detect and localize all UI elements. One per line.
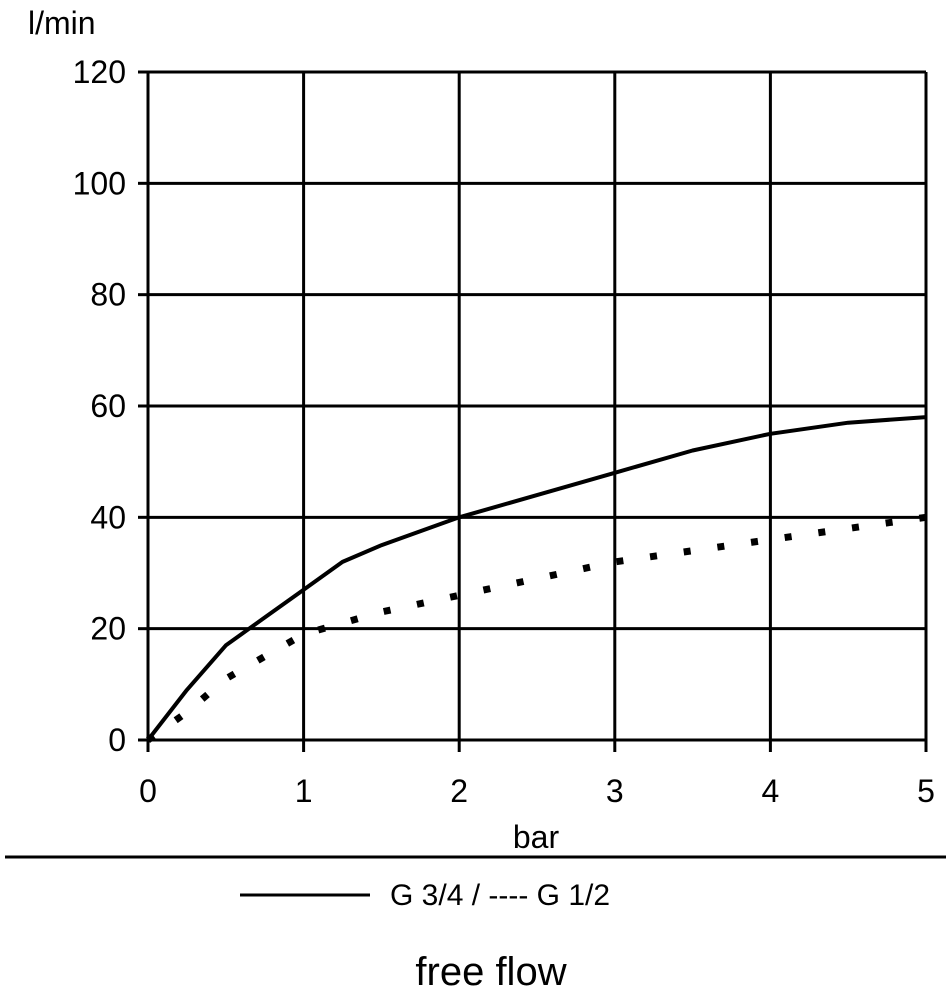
- y-tick-label: 0: [108, 722, 126, 758]
- y-tick-label: 60: [90, 388, 126, 424]
- series-line-g-3-4: [146, 415, 927, 742]
- grid: [148, 70, 928, 740]
- y-tick-labels: 0 20 40 60 80 100 120: [73, 54, 126, 758]
- x-tick-labels: 0 1 2 3 4 5: [139, 773, 935, 809]
- y-tick-label: 20: [90, 611, 126, 647]
- x-tick-label: 2: [450, 773, 468, 809]
- y-tick-label: 120: [73, 54, 126, 90]
- y-axis-title: l/min: [28, 5, 96, 41]
- y-tick-label: 80: [90, 277, 126, 313]
- x-tick-label: 3: [606, 773, 624, 809]
- legend-text: G 3/4 / ---- G 1/2: [390, 879, 610, 912]
- caption: free flow: [415, 950, 566, 992]
- legend: G 3/4 / ---- G 1/2: [240, 879, 610, 912]
- x-axis-title: bar: [513, 819, 560, 855]
- y-tick-label: 100: [73, 165, 126, 201]
- y-tick-label: 40: [90, 499, 126, 535]
- x-tick-label: 5: [917, 773, 935, 809]
- x-tick-label: 4: [762, 773, 780, 809]
- series: [145, 415, 927, 743]
- x-tick-label: 1: [295, 773, 313, 809]
- x-tick-label: 0: [139, 773, 157, 809]
- axes: [138, 70, 928, 752]
